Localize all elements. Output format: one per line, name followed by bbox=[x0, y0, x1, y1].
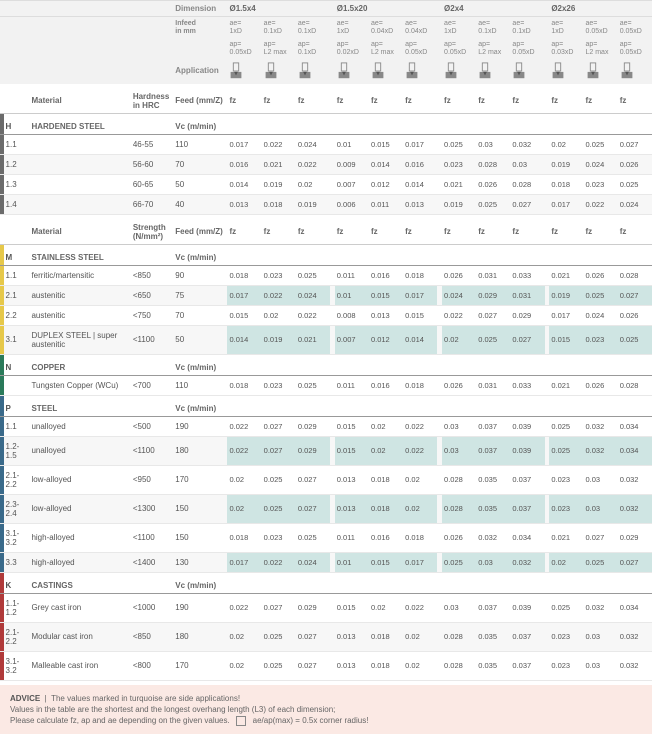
advice-box: ADVICE | The values marked in turquoise … bbox=[0, 685, 652, 734]
advice-title: ADVICE bbox=[10, 694, 40, 703]
corner-radius-icon bbox=[236, 716, 246, 726]
cutting-data-table: DimensionØ1.5x4Ø1.5x20Ø2x4Ø2x26Infeed in… bbox=[0, 0, 652, 681]
